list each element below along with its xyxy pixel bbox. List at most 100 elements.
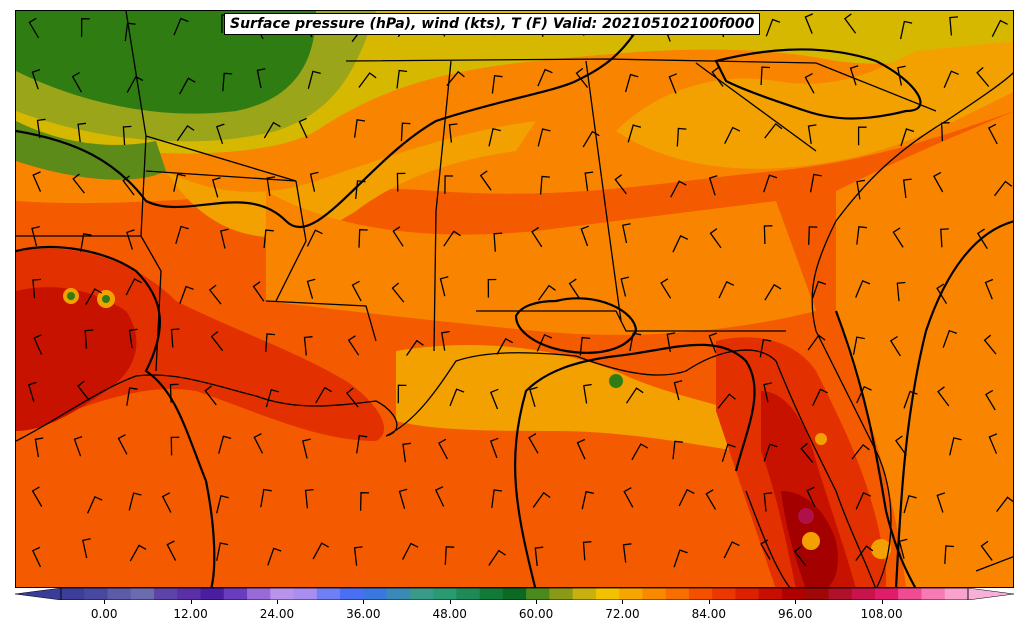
texas-storm-1-core: [67, 292, 75, 300]
wind-barb: [760, 539, 771, 560]
wind-barb: [622, 543, 632, 563]
wind-barb: [265, 389, 280, 408]
cool-spot-2: [871, 539, 891, 559]
texas-storm-2-core: [102, 295, 110, 303]
wind-barb: [489, 437, 499, 459]
wind-barb: [897, 65, 906, 86]
colorbar-segment: [177, 588, 202, 600]
wind-barb: [985, 389, 996, 411]
wind-barb: [208, 284, 222, 305]
wind-barb: [806, 486, 816, 508]
wind-barb: [443, 230, 461, 247]
colorbar-tick-label: 60.00: [518, 607, 554, 621]
wind-barb: [856, 225, 867, 245]
colorbar-segment: [223, 588, 248, 600]
colorbar-segment: [595, 588, 620, 600]
wind-barb: [128, 492, 142, 511]
wind-barb: [487, 278, 497, 298]
wind-barb: [584, 171, 594, 192]
wind-barb: [306, 278, 316, 299]
wind-barb: [87, 495, 103, 514]
wind-barb: [439, 276, 449, 297]
gulf-storm: [609, 374, 623, 388]
wind-barb: [126, 229, 135, 250]
colorbar-segment: [898, 588, 922, 600]
cool-spot-3: [815, 433, 827, 445]
wind-barb: [80, 233, 92, 252]
wind-barb: [161, 492, 172, 513]
wind-barb: [708, 175, 718, 196]
wind-barb: [358, 72, 377, 88]
colorbar-tick-label: 84.00: [691, 607, 727, 621]
wind-barb: [170, 328, 180, 348]
wind-barb: [996, 496, 1013, 512]
wind-barb: [988, 433, 998, 454]
colorbar-segment: [200, 588, 225, 600]
colorbar: [15, 588, 1014, 600]
colorbar-segment: [828, 588, 853, 600]
wind-barb: [900, 128, 915, 147]
wind-barb: [356, 434, 368, 454]
wind-barb: [949, 16, 958, 36]
wind-barb: [899, 20, 913, 40]
wind-barb: [31, 546, 42, 568]
wind-barb: [353, 546, 363, 566]
colorbar-tick-mark: [276, 600, 278, 604]
wind-barb: [534, 546, 544, 567]
wind-barb: [31, 68, 41, 90]
wind-barb: [359, 492, 370, 511]
wind-barb: [36, 118, 46, 139]
colorbar-segment: [944, 588, 969, 600]
wind-barb: [763, 174, 778, 193]
wind-barb: [724, 126, 741, 144]
isobars: [16, 30, 1013, 587]
wind-barb: [216, 542, 229, 561]
wind-barb: [400, 122, 411, 142]
wind-barb: [488, 128, 501, 147]
colorbar-tick-label: 108.00: [860, 607, 903, 621]
wind-barb: [718, 281, 735, 299]
wind-barb: [491, 74, 503, 94]
wind-barb: [34, 437, 44, 458]
wind-barb: [496, 337, 514, 355]
wind-barb: [763, 492, 773, 512]
colorbar-tick-mark: [363, 600, 365, 604]
wind-barb: [856, 385, 872, 404]
wind-barb: [625, 387, 644, 404]
wind-barb: [306, 229, 323, 247]
wind-barb: [804, 13, 814, 34]
wind-barb: [170, 436, 180, 456]
wind-barb: [252, 281, 265, 302]
colorbar-segment: [409, 588, 434, 600]
wind-barb: [176, 124, 195, 142]
atlantic-warm: [836, 111, 1013, 587]
colorbar-segment: [549, 588, 574, 600]
wind-barb: [33, 334, 43, 355]
wind-barb: [491, 489, 503, 508]
colorbar-segment: [619, 588, 643, 600]
colorbar-tick-label: 48.00: [432, 607, 467, 621]
wind-barb: [943, 70, 959, 89]
colorbar-segment: [247, 588, 271, 600]
wind-barb: [253, 433, 264, 454]
colorbar-segment: [386, 588, 411, 600]
wind-barb: [398, 488, 408, 509]
temp-region-land: [266, 191, 816, 335]
wind-barb: [580, 225, 590, 247]
map-title: Surface pressure (hPa), wind (kts), T (F…: [224, 13, 761, 35]
colorbar-segment: [712, 588, 736, 600]
colorbar-tick-mark: [449, 600, 451, 604]
colorbar-segment: [433, 588, 457, 600]
wind-barb: [529, 386, 538, 407]
wind-barb: [441, 330, 450, 351]
wind-barb: [84, 329, 94, 349]
colorbar-segment: [735, 588, 760, 600]
wind-barb: [266, 176, 276, 196]
colorbar-segment: [270, 588, 295, 600]
wind-barb: [169, 383, 179, 403]
wind-barbs: [27, 13, 1013, 568]
colorbar-tick-mark: [536, 600, 538, 604]
wind-barb: [260, 488, 272, 508]
colorbar-tick-label: 72.00: [605, 607, 640, 621]
wind-barb: [583, 383, 592, 404]
